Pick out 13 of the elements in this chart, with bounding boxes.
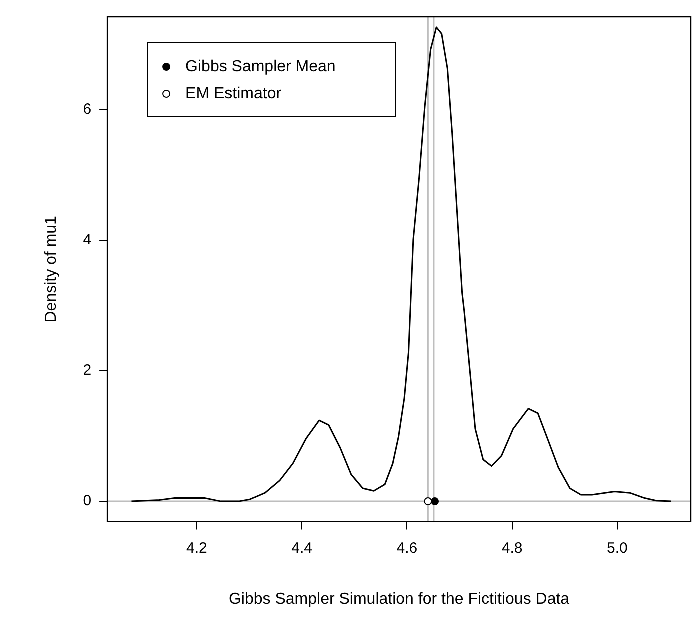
legend-label: EM Estimator xyxy=(186,85,282,102)
y-tick-label: 0 xyxy=(83,492,92,510)
x-tick-label: 4.4 xyxy=(292,540,312,557)
x-tick-label: 5.0 xyxy=(606,540,628,557)
y-tick-label: 6 xyxy=(83,100,92,118)
legend-label: Gibbs Sampler Mean xyxy=(186,58,336,76)
y-axis-title: Density of mu1 xyxy=(43,216,60,323)
y-tick-label: 4 xyxy=(83,231,92,248)
x-tick-label: 4.6 xyxy=(396,540,418,557)
y-tick-label: 2 xyxy=(83,362,92,380)
x-tick-label: 4.8 xyxy=(502,540,523,557)
x-axis-title: Gibbs Sampler Simulation for the Fictitious Data xyxy=(228,590,570,608)
x-tick-label: 4.2 xyxy=(186,540,208,557)
